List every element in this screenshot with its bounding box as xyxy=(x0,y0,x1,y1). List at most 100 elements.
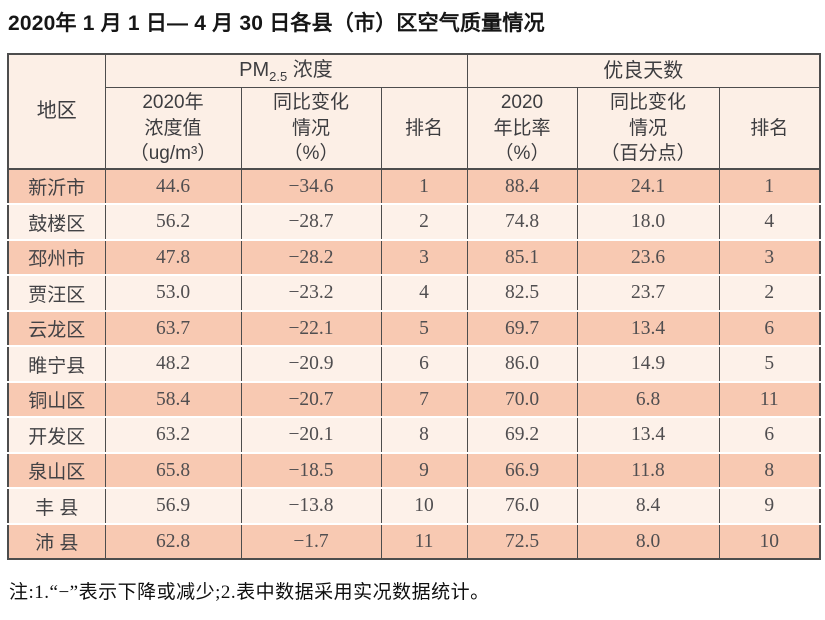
header-pm-value: 2020年 浓度值 （ug/m³） xyxy=(104,87,242,170)
table-row: 丰 县 56.9 −13.8 10 76.0 8.4 9 xyxy=(7,487,821,524)
cell-ratio_change: 24.1 xyxy=(576,167,720,205)
cell-pm_value: 56.9 xyxy=(104,487,242,524)
cell-ratio: 69.2 xyxy=(466,416,578,453)
footnote: 注:1.“−”表示下降或减少;2.表中数据采用实况数据统计。 xyxy=(9,582,490,604)
cell-pm_change: −23.2 xyxy=(240,274,382,311)
cell-pm_change: −22.1 xyxy=(240,309,382,347)
table-body: 新沂市 44.6 −34.6 1 88.4 24.1 1 鼓楼区 56.2 −28.7 2 74.8 1… xyxy=(7,167,821,560)
cell-ratio_change: 6.8 xyxy=(576,380,720,418)
cell-ratio_change: 13.4 xyxy=(576,309,720,347)
cell-ratio_rank: 9 xyxy=(718,487,821,524)
cell-pm_rank: 11 xyxy=(380,522,468,560)
header-pm25-group: PM2.5 浓度 xyxy=(104,53,468,89)
page: 2020年 1 月 1 日— 4 月 30 日各县（市）区空气质量情况 地区 P… xyxy=(7,12,822,604)
cell-ratio: 74.8 xyxy=(466,203,578,240)
table-row: 开发区 63.2 −20.1 8 69.2 13.4 6 xyxy=(7,416,821,453)
header-pm-rank: 排名 xyxy=(380,87,468,170)
header-sub-row: 2020年 浓度值 （ug/m³） 同比变化 情况 （%） 排名 2020 年比… xyxy=(8,87,821,170)
cell-pm_rank: 2 xyxy=(380,203,468,240)
table-row: 泉山区 65.8 −18.5 9 66.9 11.8 8 xyxy=(7,451,821,489)
cell-ratio: 69.7 xyxy=(466,309,578,347)
cell-ratio_rank: 4 xyxy=(718,203,821,240)
cell-ratio: 88.4 xyxy=(466,167,578,205)
table-row: 沛 县 62.8 −1.7 11 72.5 8.0 10 xyxy=(7,522,821,560)
cell-region: 丰 县 xyxy=(7,487,106,524)
cell-ratio_rank: 1 xyxy=(718,167,821,205)
cell-ratio_rank: 8 xyxy=(718,451,821,489)
header-ratio-change: 同比变化 情况 （百分点） xyxy=(576,87,720,170)
cell-pm_rank: 9 xyxy=(380,451,468,489)
cell-ratio: 70.0 xyxy=(466,380,578,418)
table-header: 地区 PM2.5 浓度 优良天数 2020年 浓度值 （ug/m³） 同比变化 … xyxy=(7,53,821,170)
air-quality-table: 地区 PM2.5 浓度 优良天数 2020年 浓度值 （ug/m³） 同比变化 … xyxy=(7,53,822,561)
cell-ratio_change: 8.0 xyxy=(576,522,720,560)
cell-ratio_change: 11.8 xyxy=(576,451,720,489)
cell-pm_value: 58.4 xyxy=(104,380,242,418)
cell-pm_value: 62.8 xyxy=(104,522,242,560)
header-good-days-group: 优良天数 xyxy=(466,53,821,89)
cell-ratio_change: 8.4 xyxy=(576,487,720,524)
cell-ratio_rank: 6 xyxy=(718,416,821,453)
cell-pm_change: −13.8 xyxy=(240,487,382,524)
table-row: 鼓楼区 56.2 −28.7 2 74.8 18.0 4 xyxy=(7,203,821,240)
cell-pm_rank: 5 xyxy=(380,309,468,347)
cell-pm_value: 48.2 xyxy=(104,345,242,382)
table-row: 云龙区 63.7 −22.1 5 69.7 13.4 6 xyxy=(7,309,821,347)
cell-pm_change: −1.7 xyxy=(240,522,382,560)
cell-pm_change: −20.9 xyxy=(240,345,382,382)
cell-ratio_change: 13.4 xyxy=(576,416,720,453)
header-pm-change: 同比变化 情况 （%） xyxy=(240,87,382,170)
cell-region: 沛 县 xyxy=(7,522,106,560)
cell-pm_value: 47.8 xyxy=(104,238,242,276)
pm25-label: PM2.5 浓度 xyxy=(239,59,333,85)
cell-ratio_rank: 6 xyxy=(718,309,821,347)
cell-pm_change: −34.6 xyxy=(240,167,382,205)
cell-region: 贾汪区 xyxy=(7,274,106,311)
table-row: 铜山区 58.4 −20.7 7 70.0 6.8 11 xyxy=(7,380,821,418)
cell-ratio: 86.0 xyxy=(466,345,578,382)
cell-pm_change: −20.7 xyxy=(240,380,382,418)
cell-pm_rank: 8 xyxy=(380,416,468,453)
cell-pm_rank: 1 xyxy=(380,167,468,205)
cell-ratio: 66.9 xyxy=(466,451,578,489)
cell-ratio: 76.0 xyxy=(466,487,578,524)
cell-pm_rank: 3 xyxy=(380,238,468,276)
header-ratio-rank: 排名 xyxy=(718,87,821,170)
cell-pm_change: −28.7 xyxy=(240,203,382,240)
cell-pm_value: 65.8 xyxy=(104,451,242,489)
cell-pm_change: −20.1 xyxy=(240,416,382,453)
table-row: 睢宁县 48.2 −20.9 6 86.0 14.9 5 xyxy=(7,345,821,382)
cell-pm_value: 44.6 xyxy=(104,167,242,205)
cell-pm_change: −18.5 xyxy=(240,451,382,489)
table-row: 贾汪区 53.0 −23.2 4 82.5 23.7 2 xyxy=(7,274,821,311)
cell-pm_rank: 10 xyxy=(380,487,468,524)
cell-pm_value: 53.0 xyxy=(104,274,242,311)
cell-ratio_change: 14.9 xyxy=(576,345,720,382)
cell-ratio: 72.5 xyxy=(466,522,578,560)
cell-pm_value: 56.2 xyxy=(104,203,242,240)
header-region: 地区 xyxy=(7,53,106,170)
page-title: 2020年 1 月 1 日— 4 月 30 日各县（市）区空气质量情况 xyxy=(8,12,545,35)
cell-region: 铜山区 xyxy=(7,380,106,418)
cell-pm_value: 63.2 xyxy=(104,416,242,453)
header-group-row: 地区 PM2.5 浓度 优良天数 xyxy=(7,53,821,170)
cell-ratio: 85.1 xyxy=(466,238,578,276)
cell-region: 邳州市 xyxy=(7,238,106,276)
cell-ratio_rank: 11 xyxy=(718,380,821,418)
cell-region: 开发区 xyxy=(7,416,106,453)
table-row: 邳州市 47.8 −28.2 3 85.1 23.6 3 xyxy=(7,238,821,276)
cell-ratio_change: 18.0 xyxy=(576,203,720,240)
cell-ratio_rank: 2 xyxy=(718,274,821,311)
cell-pm_value: 63.7 xyxy=(104,309,242,347)
cell-pm_change: −28.2 xyxy=(240,238,382,276)
cell-ratio_change: 23.7 xyxy=(576,274,720,311)
cell-ratio_rank: 5 xyxy=(718,345,821,382)
pm25-subscript: 2.5 xyxy=(269,69,288,85)
cell-region: 睢宁县 xyxy=(7,345,106,382)
cell-pm_rank: 7 xyxy=(380,380,468,418)
header-ratio: 2020 年比率 （%） xyxy=(466,87,578,170)
table-row: 新沂市 44.6 −34.6 1 88.4 24.1 1 xyxy=(7,167,821,205)
cell-ratio_rank: 3 xyxy=(718,238,821,276)
cell-region: 泉山区 xyxy=(7,451,106,489)
cell-ratio: 82.5 xyxy=(466,274,578,311)
